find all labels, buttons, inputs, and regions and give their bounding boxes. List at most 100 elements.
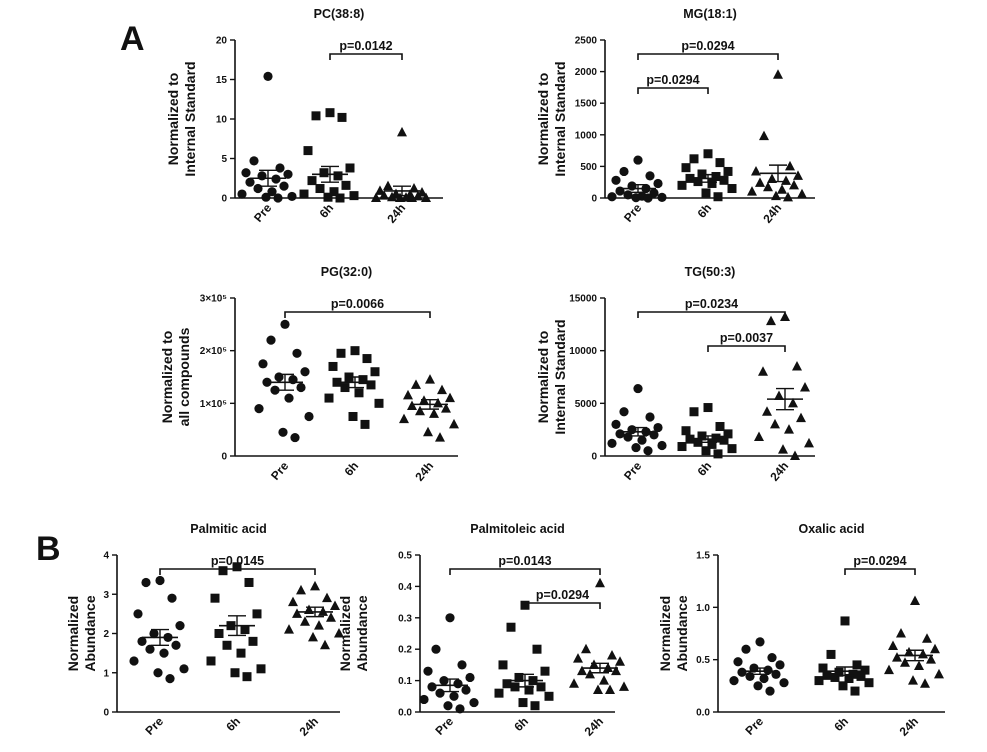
data-point [864, 678, 874, 688]
data-point [797, 188, 807, 199]
data-point [763, 665, 773, 675]
data-point [354, 388, 364, 398]
data-point [753, 681, 763, 691]
data-point [781, 175, 791, 185]
data-point [288, 596, 298, 607]
chart-7: Oxalic acid NormalizedAbundance 0.0 0.5 1.0 1… [657, 522, 945, 739]
data-point [645, 171, 655, 181]
data-point [218, 566, 228, 576]
data-point [167, 593, 177, 603]
data-point [649, 188, 659, 198]
p-value-label: p=0.0142 [339, 39, 392, 53]
data-point [745, 671, 755, 682]
data-point [637, 435, 647, 445]
data-point [159, 648, 169, 658]
chart-5: Palmitic acid NormalizedAbundance 0 1 2 3 4 Pre… [65, 522, 344, 739]
data-point [544, 691, 554, 701]
data-point [775, 660, 785, 670]
data-point [758, 366, 768, 376]
data-point [461, 685, 471, 695]
chart-title: MG(18:1) [683, 7, 736, 21]
y-axis-label: Normalized toall compounds [159, 327, 192, 426]
x-tick-label: Pre [251, 201, 274, 225]
data-point [300, 616, 310, 626]
data-point [777, 184, 787, 194]
data-point [711, 433, 721, 443]
data-point [345, 163, 355, 173]
data-point [334, 628, 344, 638]
data-point [834, 667, 844, 677]
y-axis-label-line: Abundance [674, 595, 690, 671]
data-point [759, 130, 769, 141]
x-tick-label: 6h [511, 714, 531, 734]
data-point [711, 172, 721, 182]
data-point [633, 383, 643, 394]
x-tick-label: 6h [695, 201, 715, 221]
y-axis-label-line: Normalized to [165, 73, 181, 166]
data-point [340, 383, 350, 393]
data-point [747, 186, 757, 196]
data-point [349, 191, 359, 201]
data-point [796, 412, 806, 423]
data-point [449, 691, 459, 701]
data-point [701, 188, 711, 198]
x-tick-label: 6h [223, 714, 243, 734]
data-point [242, 672, 252, 682]
data-point [569, 678, 579, 688]
data-point [314, 620, 324, 630]
data-point [653, 178, 663, 189]
data-point [540, 666, 550, 676]
data-point [595, 577, 605, 588]
data-point [171, 640, 181, 650]
data-point [774, 390, 784, 400]
data-point [153, 668, 163, 678]
y-axis-label-line: Normalized [65, 596, 81, 671]
data-point [737, 667, 747, 677]
data-point [411, 379, 421, 389]
data-point [241, 168, 251, 178]
data-point [310, 580, 320, 591]
data-point [299, 189, 309, 199]
significance-bracket [284, 311, 431, 318]
data-point [283, 169, 293, 179]
data-point [611, 665, 621, 676]
data-point [445, 392, 455, 403]
data-point [593, 684, 603, 695]
data-point [681, 426, 691, 436]
data-point [383, 180, 393, 191]
data-point [707, 178, 717, 188]
data-point [693, 437, 703, 447]
data-point [279, 181, 289, 191]
y-tick-label: 2 [103, 629, 109, 640]
data-point [303, 146, 313, 156]
chart-6: Palmitoleic acid NormalizedAbundance 0.0 0.… [337, 522, 629, 739]
data-point [607, 192, 617, 202]
data-point [723, 166, 733, 176]
data-point [623, 432, 633, 442]
y-tick-label: 1500 [575, 99, 598, 110]
data-point [719, 175, 729, 185]
data-point [599, 675, 609, 685]
data-point [336, 348, 346, 358]
chart-title: PG(32:0) [321, 265, 372, 279]
data-point [292, 348, 302, 358]
data-point [292, 608, 302, 618]
panel-label-b: B [36, 530, 61, 568]
data-point [222, 640, 232, 650]
data-point [689, 154, 699, 164]
y-tick-label: 0.5 [696, 655, 710, 666]
data-point [619, 407, 629, 417]
data-point [445, 613, 455, 623]
chart-1: PC(38:8) Normalized toInternal Standard 0 5… [165, 7, 443, 226]
data-point [723, 429, 733, 439]
data-point [324, 393, 334, 403]
y-tick-label: 2500 [575, 36, 598, 47]
data-point [770, 418, 780, 429]
y-axis-label-line: Internal Standard [552, 61, 568, 176]
data-point [701, 446, 711, 456]
data-point [703, 403, 713, 413]
y-axis-label: NormalizedAbundance [337, 595, 370, 671]
data-point [270, 385, 280, 395]
data-point [759, 673, 769, 684]
significance-bracket [637, 87, 709, 94]
